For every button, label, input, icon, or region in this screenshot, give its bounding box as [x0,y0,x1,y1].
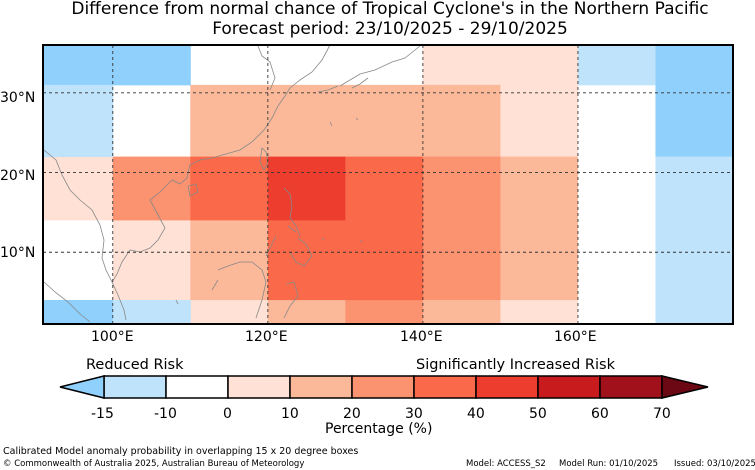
risk-cell [577,300,656,325]
risk-cell [43,84,114,158]
colorbar-segment [103,375,167,399]
risk-cell [267,220,424,301]
reduced-risk-label: Reduced Risk [86,357,184,373]
risk-cell [112,220,191,301]
forecast-period: Forecast period: 23/10/2025 - 29/10/2025 [212,19,568,39]
colorbar-segment [227,375,291,399]
lat-label-20: 20°N [0,168,36,184]
lon-label-140: 140°E [400,329,443,345]
colorbar-segment [351,375,415,399]
colorbar-segment [165,375,229,399]
issued-date: Issued: 03/10/2025 [674,459,755,469]
tick-label: 50 [529,406,547,422]
lon-label-160: 160°E [554,329,597,345]
coastline-sulawesi [283,281,299,319]
risk-cell [112,84,191,158]
risk-cell [500,300,579,325]
risk-cell [112,300,191,325]
colorbar-segment [289,375,353,399]
coastline-bay-of-bengal [43,149,105,259]
risk-cell [577,156,656,221]
colorbar-segment [475,375,539,399]
tick-label: -10 [154,406,177,422]
colorbar-over-arrow [661,375,709,399]
risk-cell [500,220,579,301]
risk-cell [267,45,424,86]
coastlines [43,44,421,323]
coastline-hainan [187,183,199,197]
lon-label-120: 120°E [245,329,288,345]
tick-label: 60 [591,406,609,422]
risk-cell [655,156,734,325]
risk-cell [422,45,579,86]
risk-cell [267,156,346,221]
map-title: Difference from normal chance of Tropica… [71,0,709,19]
caption: Calibrated Model anomaly probability in … [3,446,359,457]
coastline-borneo [211,261,267,319]
coastline-korea [257,45,276,91]
increased-risk-label: Significantly Increased Risk [416,357,615,373]
risk-cell [190,84,501,158]
risk-cell [43,156,114,221]
risk-cell [655,45,734,158]
tick-label: 10 [281,406,299,422]
coastline-japan [317,45,421,93]
risk-cell [43,45,191,86]
tick-label: 70 [653,406,671,422]
model-name: Model: ACCESS_S2 [466,459,546,469]
lon-label-100: 100°E [91,329,134,345]
coastline-taiwan [259,147,269,171]
tick-label: 30 [405,406,423,422]
risk-cell [190,45,269,86]
risk-cells [43,45,734,325]
risk-cell [577,220,656,301]
risk-cell [577,45,656,86]
risk-cell [190,156,269,221]
colorbar [59,375,709,399]
graticule [43,45,733,324]
colorbar-under-arrow [59,375,105,399]
colorbar-segment [537,375,601,399]
risk-cell [422,300,501,325]
risk-cell [190,300,269,325]
model-run: Model Run: 01/10/2025 [559,459,659,469]
risk-cell [43,220,114,301]
risk-cell [500,156,579,221]
coastline-mainland [111,44,331,321]
map-frame [42,44,734,325]
tick-label: -15 [91,406,114,422]
risk-cell [345,156,424,221]
risk-cell [500,84,579,158]
tick-label: 20 [343,406,361,422]
lat-label-10: 10°N [0,245,36,261]
tick-label: 0 [223,406,232,422]
copyright: © Commonwealth of Australia 2025, Austra… [3,459,305,469]
coastline-malay [101,257,113,283]
risk-cell [190,220,269,301]
coastline-islands [175,117,363,305]
risk-cell [345,300,424,325]
colorbar-segment [413,375,477,399]
risk-cell [112,156,191,221]
coastline-sumatra [43,281,91,323]
coastline-philippines [265,187,313,267]
lat-label-30: 30°N [0,90,36,106]
colorbar-segment [599,375,663,399]
risk-cell [577,84,656,158]
colorbar-title: Percentage (%) [325,421,433,437]
tick-label: 40 [467,406,485,422]
risk-cell [422,220,501,301]
risk-cell [422,156,501,221]
risk-cell [267,300,346,325]
